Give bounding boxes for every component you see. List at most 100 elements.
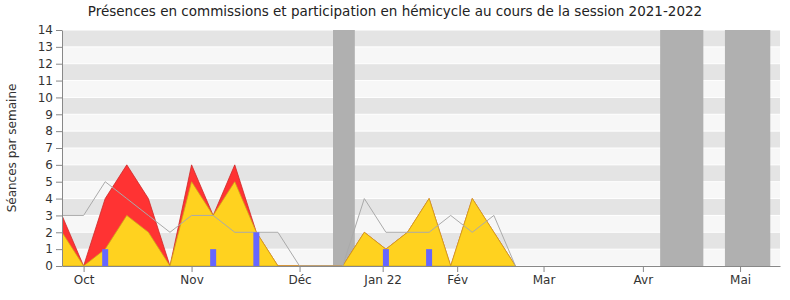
y-tick-label: 5 <box>45 175 53 189</box>
area <box>62 165 515 266</box>
x-tick: Oct <box>74 266 95 287</box>
y-tick: 1 <box>45 242 62 256</box>
y-tick: 11 <box>38 74 62 88</box>
x-tick-mark <box>383 266 384 272</box>
y-tick-mark <box>56 148 62 149</box>
y-tick-mark <box>56 199 62 200</box>
bar <box>426 249 432 266</box>
x-tick-label: Nov <box>180 273 203 287</box>
x-tick: Avr <box>634 266 654 287</box>
y-axis: 01234567891011121314 <box>38 23 63 273</box>
x-tick-mark <box>643 266 644 272</box>
bar <box>145 266 151 267</box>
shaded-period <box>660 30 703 266</box>
y-tick: 2 <box>45 226 62 240</box>
line <box>62 182 515 266</box>
y-tick-mark <box>56 232 62 233</box>
y-tick-label: 4 <box>45 192 53 206</box>
x-axis: Oct Nov Déc Jan 22 Fév Mar Avr Mai <box>63 266 781 287</box>
bar <box>275 266 281 267</box>
x-tick-mark <box>300 266 301 272</box>
shaded-period <box>333 30 355 266</box>
bar <box>383 249 389 266</box>
bar <box>210 249 216 266</box>
y-tick-label: 2 <box>45 226 53 240</box>
bar <box>232 266 238 267</box>
x-tick: Nov <box>180 266 203 287</box>
y-tick-mark <box>56 215 62 216</box>
x-tick-mark <box>192 266 193 272</box>
bar <box>102 249 108 266</box>
y-tick-label: 6 <box>45 158 53 172</box>
y-tick: 9 <box>45 108 62 122</box>
x-tick-mark <box>84 266 85 272</box>
bar <box>512 266 518 267</box>
y-tick-label: 12 <box>38 57 53 71</box>
x-tick-mark <box>544 266 545 272</box>
y-tick-mark <box>56 81 62 82</box>
bar <box>361 266 367 267</box>
marks <box>62 30 770 266</box>
y-tick-label: 10 <box>38 91 53 105</box>
y-axis-line <box>62 31 63 267</box>
y-tick: 4 <box>45 192 62 206</box>
y-tick-label: 8 <box>45 124 53 138</box>
bar <box>81 266 87 267</box>
bar <box>469 266 475 267</box>
y-tick-mark <box>56 131 62 132</box>
y-tick-label: 13 <box>38 40 53 54</box>
x-tick: Jan 22 <box>363 266 402 287</box>
bar <box>318 266 324 267</box>
x-tick-mark <box>740 266 741 272</box>
x-tick-label: Mai <box>730 273 751 287</box>
x-tick-label: Mar <box>533 273 556 287</box>
y-tick-label: 1 <box>45 242 53 256</box>
y-axis-title: Séances par semaine <box>5 84 19 213</box>
bar <box>340 266 346 267</box>
bar <box>448 266 454 267</box>
y-tick: 14 <box>38 23 62 37</box>
y-tick: 3 <box>45 209 62 223</box>
y-tick-label: 9 <box>45 108 53 122</box>
y-tick-mark <box>56 182 62 183</box>
x-tick-label: Avr <box>634 273 654 287</box>
x-tick-mark <box>457 266 458 272</box>
x-axis-line <box>63 266 781 267</box>
area <box>62 182 515 266</box>
y-tick: 5 <box>45 175 62 189</box>
x-tick: Déc <box>288 266 311 287</box>
y-tick-mark <box>56 64 62 65</box>
y-tick-label: 3 <box>45 209 53 223</box>
y-tick: 7 <box>45 141 62 155</box>
y-tick: 12 <box>38 57 62 71</box>
y-tick: 8 <box>45 124 62 138</box>
bar <box>189 266 195 267</box>
plot-background <box>62 30 780 266</box>
y-tick: 10 <box>38 91 62 105</box>
x-tick-label: Déc <box>288 273 311 287</box>
y-tick: 6 <box>45 158 62 172</box>
chart: 01234567891011121314OctNovDécJan 22FévMa… <box>0 0 790 300</box>
y-tick: 0 <box>45 259 62 273</box>
y-tick-mark <box>56 30 62 31</box>
y-tick-mark <box>56 47 62 48</box>
x-tick-label: Fév <box>447 273 468 287</box>
bar <box>297 266 303 267</box>
y-tick-label: 14 <box>38 23 53 37</box>
x-tick: Fév <box>447 266 468 287</box>
y-tick-label: 7 <box>45 141 53 155</box>
y-tick-mark <box>56 266 62 267</box>
x-tick: Mai <box>730 266 751 287</box>
y-tick-mark <box>56 165 62 166</box>
x-tick-label: Oct <box>74 273 95 287</box>
bar <box>405 266 411 267</box>
shaded-period <box>725 30 770 266</box>
y-tick-mark <box>56 114 62 115</box>
bar <box>491 266 497 267</box>
y-tick-label: 11 <box>38 74 53 88</box>
plot: 01234567891011121314OctNovDécJan 22FévMa… <box>38 23 781 286</box>
y-tick-mark <box>56 97 62 98</box>
y-tick-mark <box>56 249 62 250</box>
bar <box>253 232 259 266</box>
grid <box>62 30 780 266</box>
